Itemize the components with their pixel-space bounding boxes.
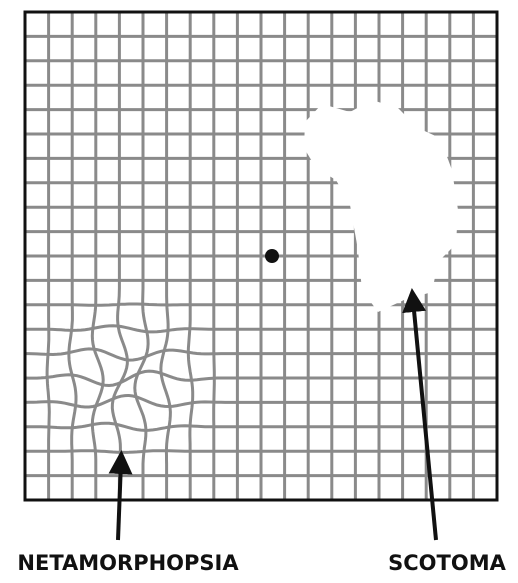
- grid-line: [25, 304, 497, 305]
- arrow: [413, 300, 436, 540]
- fixation-dot: [265, 249, 279, 263]
- annotation-label: SCOTOMA: [388, 551, 506, 575]
- amsler-grid-figure: NETAMORPHOPSIA SCOTOMA: [0, 0, 518, 583]
- page: {"annotations": {"left": "NETAMORPHOPSIA…: [0, 0, 518, 583]
- annotation-label: NETAMORPHOPSIA: [17, 551, 239, 575]
